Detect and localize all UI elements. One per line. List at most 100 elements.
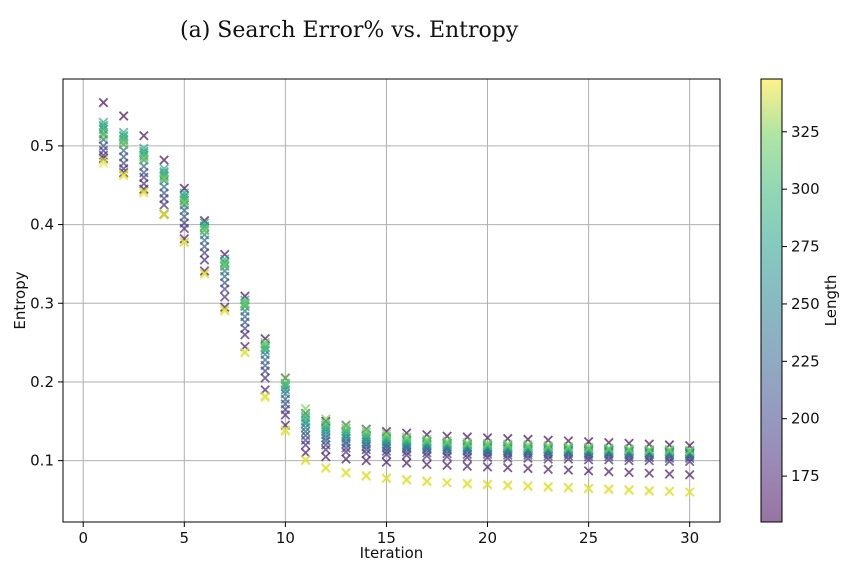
- marker-stroke: [422, 459, 432, 470]
- marker-stroke: [240, 347, 250, 358]
- data-point: [341, 468, 351, 479]
- marker-stroke: [341, 468, 351, 479]
- marker-stroke: [422, 434, 432, 445]
- marker-stroke: [240, 300, 250, 311]
- data-point: [563, 441, 574, 452]
- marker-stroke: [381, 431, 392, 442]
- data-point: [543, 482, 554, 493]
- data-point: [422, 434, 432, 445]
- marker-stroke: [320, 440, 331, 450]
- marker-stroke: [462, 461, 473, 471]
- marker-stroke: [442, 436, 452, 446]
- marker-stroke: [240, 291, 250, 302]
- marker-stroke: [199, 226, 210, 236]
- marker-stroke: [523, 463, 533, 474]
- data-point: [240, 298, 250, 309]
- data-point: [118, 169, 129, 180]
- marker-stroke: [341, 423, 351, 434]
- data-point: [280, 425, 291, 435]
- marker-stroke: [320, 421, 331, 432]
- x-axis-label: Iteration: [360, 544, 424, 562]
- marker-stroke: [98, 155, 109, 165]
- data-point: [341, 423, 351, 434]
- marker-stroke: [260, 339, 270, 350]
- data-point: [98, 120, 109, 131]
- data-point: [159, 174, 169, 184]
- marker-stroke: [401, 435, 412, 446]
- marker-stroke: [118, 169, 129, 180]
- data-point: [280, 426, 291, 437]
- marker-stroke: [118, 127, 129, 138]
- colorbar-tick-label: 175: [791, 467, 820, 485]
- marker-stroke: [98, 158, 109, 169]
- marker-stroke: [260, 373, 270, 383]
- marker-stroke: [320, 463, 331, 474]
- data-point: [139, 130, 149, 141]
- data-point: [523, 463, 533, 474]
- marker-stroke: [361, 425, 372, 435]
- marker-stroke: [219, 258, 230, 268]
- marker-stroke: [624, 443, 634, 454]
- data-point: [381, 429, 392, 439]
- data-point: [300, 403, 311, 414]
- data-point: [98, 158, 109, 169]
- marker-stroke: [280, 373, 291, 383]
- data-point: [179, 237, 190, 248]
- colorbar-ticks: 175 200 225 250 275 300 325: [782, 123, 820, 485]
- marker-stroke: [118, 167, 129, 178]
- data-point: [159, 208, 169, 219]
- data-point: [401, 435, 412, 446]
- marker-stroke: [361, 427, 372, 438]
- marker-stroke: [563, 443, 574, 453]
- marker-stroke: [300, 411, 311, 422]
- data-point: [361, 455, 372, 466]
- marker-stroke: [300, 455, 311, 466]
- data-point: [482, 440, 493, 450]
- marker-stroke: [260, 392, 270, 403]
- marker-stroke: [280, 380, 291, 390]
- x-tick-label: 30: [680, 529, 699, 547]
- data-point: [644, 468, 655, 479]
- data-point: [462, 441, 473, 452]
- marker-stroke: [502, 480, 513, 491]
- data-point: [199, 218, 210, 228]
- data-point: [664, 444, 675, 455]
- data-point: [260, 392, 270, 403]
- marker-stroke: [341, 454, 351, 464]
- marker-stroke: [603, 443, 614, 453]
- data-point: [118, 167, 129, 178]
- marker-stroke: [159, 155, 169, 165]
- marker-stroke: [442, 460, 452, 471]
- y-tick-label: 0.2: [30, 373, 54, 391]
- data-point: [300, 426, 311, 437]
- data-point: [320, 451, 331, 462]
- colorbar-tick-label: 275: [791, 238, 820, 256]
- data-point: [482, 438, 493, 449]
- data-point: [320, 463, 331, 474]
- marker-stroke: [543, 482, 554, 493]
- marker-stroke: [361, 471, 372, 482]
- data-point: [219, 292, 230, 302]
- marker-stroke: [422, 477, 432, 487]
- marker-stroke: [361, 455, 372, 466]
- data-point: [300, 411, 311, 422]
- marker-stroke: [684, 445, 695, 456]
- data-point: [179, 197, 190, 208]
- data-point: [603, 443, 614, 453]
- marker-stroke: [482, 480, 493, 490]
- marker-stroke: [502, 439, 513, 449]
- marker-stroke: [199, 269, 210, 279]
- data-point: [118, 136, 129, 146]
- data-point: [422, 459, 432, 470]
- data-point: [98, 131, 109, 142]
- y-tick-label: 0.5: [30, 137, 54, 155]
- marker-stroke: [583, 466, 594, 476]
- data-point: [219, 304, 230, 315]
- data-point: [300, 455, 311, 466]
- marker-stroke: [219, 306, 230, 316]
- data-point: [199, 266, 210, 276]
- marker-stroke: [664, 486, 675, 497]
- marker-stroke: [159, 172, 169, 183]
- marker-stroke: [118, 136, 129, 146]
